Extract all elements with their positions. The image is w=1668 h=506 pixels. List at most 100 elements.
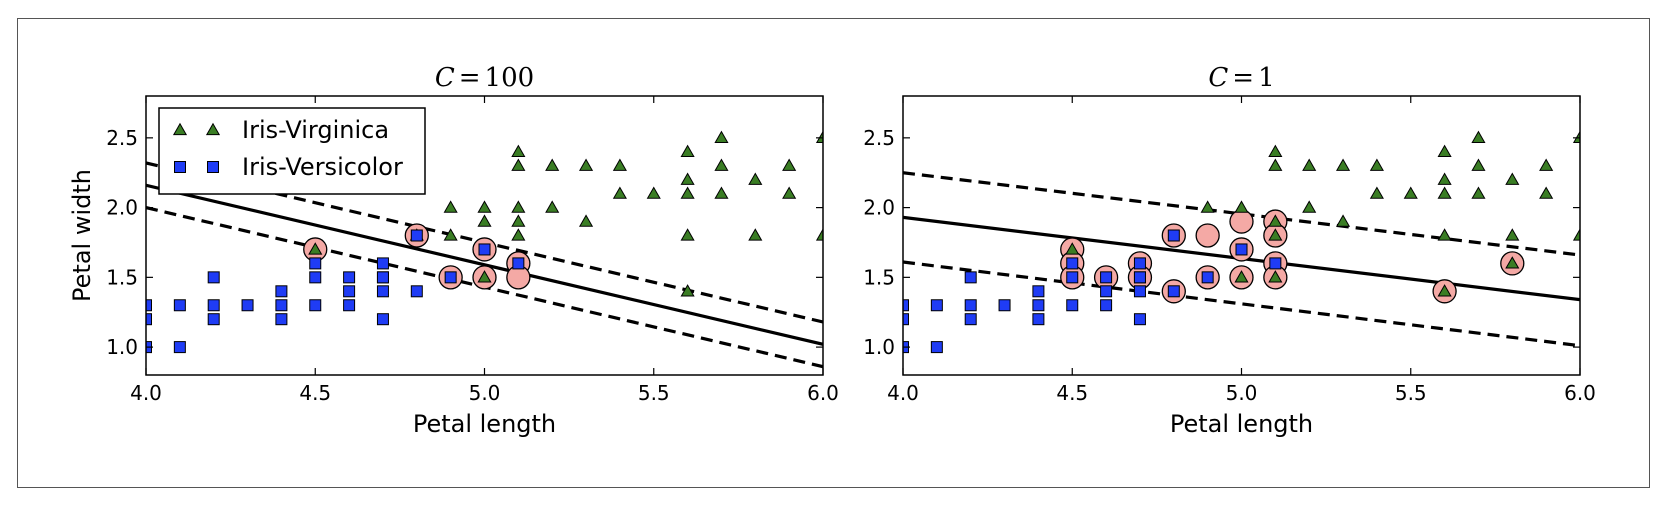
virginica-point — [511, 144, 526, 157]
virginica-point — [680, 228, 695, 241]
versicolor-point — [173, 341, 186, 354]
versicolor-point — [1133, 313, 1146, 326]
versicolor-point — [1133, 257, 1146, 270]
virginica-point — [815, 228, 823, 241]
virginica-point — [815, 130, 823, 143]
y-tick-label: 2.0 — [106, 196, 138, 220]
virginica-point — [1268, 144, 1283, 157]
versicolor-point — [241, 299, 254, 312]
x-axis-label: Petal length — [413, 410, 556, 438]
virginica-point — [1437, 228, 1452, 241]
versicolor-point — [1032, 299, 1045, 312]
title-equals: = — [459, 63, 481, 93]
versicolor-point — [1167, 229, 1180, 242]
virginica-point — [1539, 186, 1554, 199]
versicolor-point — [1032, 313, 1045, 326]
title-variable: C — [1208, 63, 1228, 93]
virginica-point — [612, 186, 627, 199]
virginica-point — [308, 242, 323, 255]
virginica-point — [680, 172, 695, 185]
x-tick-label: 5.5 — [1395, 381, 1427, 405]
versicolor-point — [146, 313, 152, 326]
versicolor-point — [512, 257, 525, 270]
virginica-point — [1234, 200, 1249, 213]
legend-versicolor-marker — [207, 161, 219, 173]
virginica-point — [1437, 144, 1452, 157]
virginica-point — [511, 214, 526, 227]
versicolor-point — [410, 229, 423, 242]
versicolor-point — [275, 313, 288, 326]
versicolor-point — [309, 299, 322, 312]
virginica-point — [1505, 172, 1520, 185]
versicolor-point — [275, 285, 288, 298]
versicolor-point — [309, 271, 322, 284]
title-value: 1 — [1258, 63, 1275, 93]
legend-label-versicolor: Iris-Versicolor — [242, 153, 403, 181]
virginica-point — [1268, 228, 1283, 241]
x-tick-label: 5.5 — [638, 381, 670, 405]
versicolor-point — [207, 299, 220, 312]
virginica-point — [1539, 158, 1554, 171]
versicolor-point — [343, 285, 356, 298]
virginica-point — [1369, 158, 1384, 171]
y-tick-label: 1.0 — [863, 335, 895, 359]
versicolor-point — [173, 299, 186, 312]
virginica-point — [1302, 200, 1317, 213]
versicolor-point — [343, 299, 356, 312]
versicolor-point — [1269, 257, 1282, 270]
virginica-point — [443, 200, 458, 213]
virginica-point — [646, 186, 661, 199]
axis-ticks: 4.0 4.5 5.0 5.5 6.0 1.0 1.5 2.0 2.5 — [106, 96, 839, 405]
versicolor-point — [309, 257, 322, 270]
virginica-point — [1505, 256, 1520, 269]
virginica-point — [1437, 186, 1452, 199]
versicolor-point — [964, 299, 977, 312]
x-tick-label: 5.0 — [469, 381, 501, 405]
versicolor-point — [376, 313, 389, 326]
versicolor-point — [1100, 299, 1113, 312]
support-vector-marker — [1195, 223, 1220, 248]
virginica-point — [714, 186, 729, 199]
support-vector-marker — [1229, 209, 1254, 234]
virginica-point — [1268, 214, 1283, 227]
y-tick-label: 2.5 — [106, 126, 138, 150]
versicolor-point — [444, 271, 457, 284]
virginica-point — [511, 158, 526, 171]
versicolor-point — [207, 313, 220, 326]
y-tick-label: 1.5 — [863, 265, 895, 289]
versicolor-point — [275, 299, 288, 312]
versicolor-point — [207, 271, 220, 284]
virginica-point — [477, 270, 492, 283]
versicolor-point — [1100, 285, 1113, 298]
virginica-point — [1268, 270, 1283, 283]
virginica-point — [477, 200, 492, 213]
virginica-point — [1572, 130, 1580, 143]
virginica-point — [1369, 186, 1384, 199]
versicolor-point — [478, 243, 491, 256]
plot-background — [903, 96, 1580, 375]
virginica-point — [782, 158, 797, 171]
versicolor-point — [1167, 285, 1180, 298]
virginica-point — [1268, 158, 1283, 171]
y-axis-label: Petal width — [68, 169, 96, 302]
virginica-point — [1471, 158, 1486, 171]
legend: Iris-Virginica Iris-Versicolor — [158, 107, 426, 195]
x-tick-label: 5.0 — [1226, 381, 1258, 405]
virginica-point — [443, 228, 458, 241]
legend-versicolor-marker — [174, 161, 186, 173]
x-tick-label: 6.0 — [1564, 381, 1596, 405]
legend-markers — [172, 122, 221, 173]
versicolor-point — [964, 313, 977, 326]
virginica-point — [1437, 284, 1452, 297]
decision-boundary-line — [146, 183, 823, 346]
virginica-point — [511, 228, 526, 241]
title-variable: C — [435, 63, 455, 93]
versicolor-point — [903, 313, 909, 326]
versicolor-point — [146, 299, 152, 312]
versicolor-point — [1066, 299, 1079, 312]
virginica-point — [714, 158, 729, 171]
axis-ticks: 4.0 4.5 5.0 5.5 6.0 1.0 1.5 2.0 2.5 — [863, 96, 1596, 405]
versicolor-point — [903, 299, 909, 312]
virginica-point — [1572, 228, 1580, 241]
